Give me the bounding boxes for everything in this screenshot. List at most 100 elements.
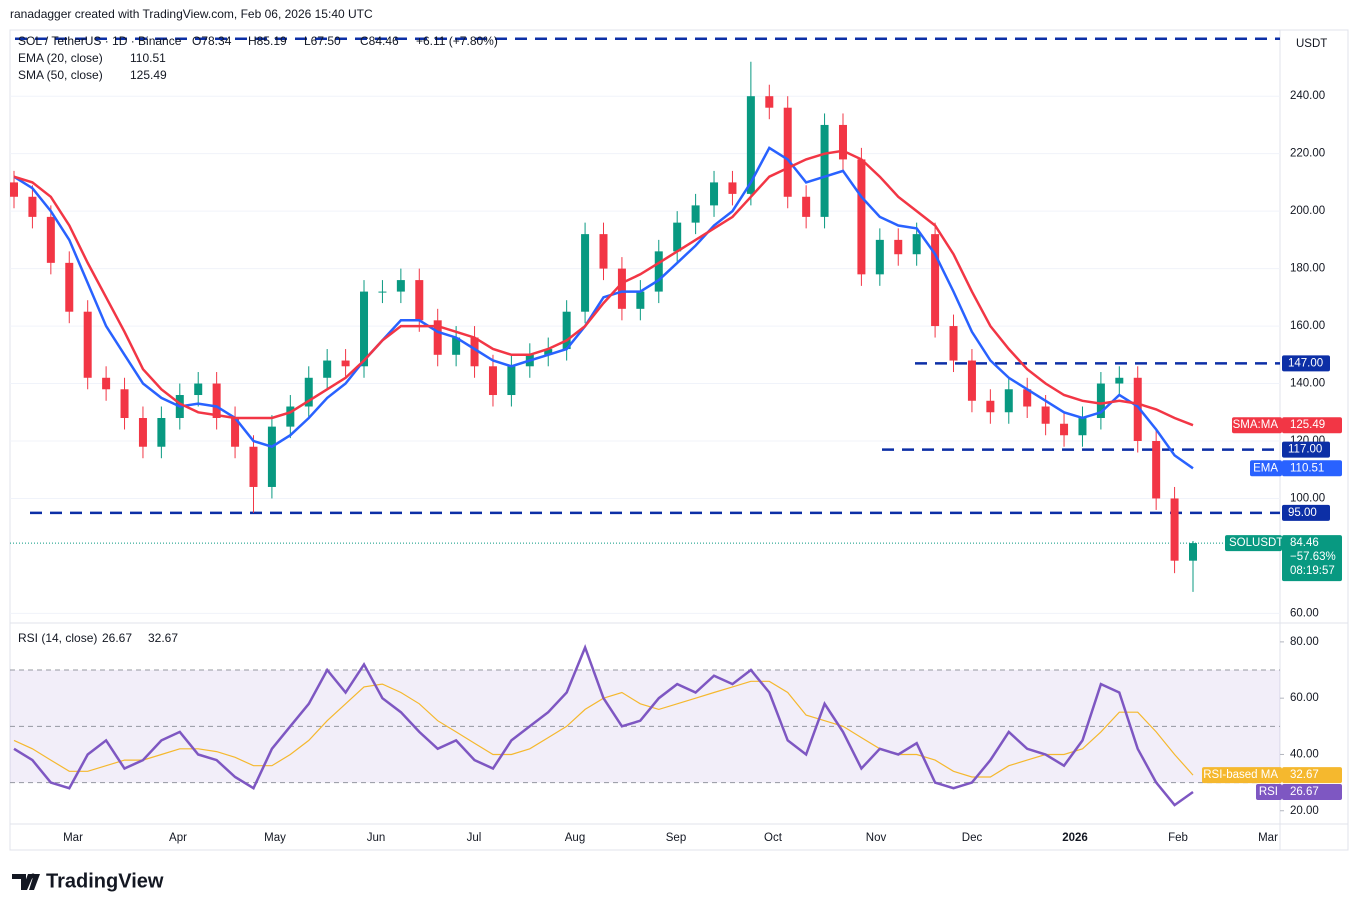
y-tick-label: 240.00	[1290, 90, 1325, 102]
tag-label: RSI	[1259, 786, 1278, 798]
tag-bg	[1232, 417, 1282, 434]
candle-body	[1078, 418, 1087, 436]
candle-body	[65, 262, 74, 312]
candle-body	[10, 182, 18, 197]
candle-body	[912, 234, 921, 255]
candle-body	[802, 196, 811, 217]
candle-body	[783, 107, 792, 197]
candle-body	[157, 418, 166, 447]
tag-label: RSI-based MA	[1203, 769, 1278, 781]
candle-body	[1041, 406, 1050, 424]
candle-body	[341, 360, 350, 367]
candle-body	[360, 291, 369, 367]
candle-body	[1060, 423, 1069, 436]
candle-body	[710, 182, 719, 206]
level-tag-bg	[1282, 441, 1330, 458]
legend-value: H85.19	[248, 34, 287, 48]
legend-value: 110.51	[130, 51, 166, 65]
rsi-tick-label: 20.00	[1290, 805, 1319, 817]
y-tick-label: 160.00	[1290, 320, 1325, 332]
candle-body	[83, 311, 92, 378]
x-tick-label: Jul	[467, 832, 482, 844]
level-tag: 117.00	[1288, 444, 1322, 456]
value-tag-bg	[1282, 767, 1342, 784]
candle-body	[599, 234, 608, 269]
candle-body	[507, 366, 516, 396]
candle-body	[765, 96, 774, 108]
legend-value: 26.67	[102, 631, 132, 645]
level-tag-bg	[1282, 355, 1330, 372]
logo	[12, 873, 40, 890]
candle-body	[194, 383, 203, 396]
value-tag-bg	[1282, 417, 1342, 434]
brand: TradingView	[46, 870, 164, 892]
candle-body	[1004, 389, 1013, 413]
candle-body	[728, 182, 737, 194]
candle-body	[231, 418, 240, 447]
rsi-tick-label: 80.00	[1290, 636, 1319, 648]
candle-body	[470, 337, 479, 367]
legend-value: O78.34	[192, 34, 232, 48]
candle-body	[120, 389, 129, 419]
candle-body	[304, 377, 313, 407]
x-tick-label: Dec	[962, 832, 983, 844]
candle-body	[378, 291, 387, 293]
sma-legend: SMA (50, close)	[18, 68, 103, 82]
x-tick-label: Mar	[63, 832, 83, 844]
candle-body	[875, 239, 884, 275]
level-tag: 95.00	[1288, 507, 1317, 519]
symbol: SOL / TetherUS · 1D · Binance	[18, 34, 182, 48]
x-tick-label: Feb	[1168, 832, 1188, 844]
candle-body	[1096, 383, 1105, 419]
header: ranadagger created with TradingView.com,…	[10, 7, 373, 21]
tag-bg	[1256, 783, 1282, 800]
candle-body	[691, 205, 700, 223]
candle-body	[433, 320, 442, 355]
value-tag-bg	[1282, 460, 1342, 477]
candle-body	[967, 360, 976, 401]
overlay: USDT SOL / TetherUS · 1D · Binance EMA (…	[12, 34, 1342, 892]
x-tick-label: Nov	[866, 832, 887, 844]
candle-body	[452, 337, 461, 355]
candle-body	[1115, 377, 1124, 384]
tag-bg	[1250, 460, 1282, 477]
y-tick-label: 140.00	[1290, 378, 1325, 390]
legend-value: 125.49	[130, 68, 167, 82]
candle-body	[267, 426, 276, 487]
candle-body	[46, 216, 55, 263]
y-tick-label: 180.00	[1290, 263, 1325, 275]
legend-value: C84.46	[360, 34, 399, 48]
tag-bg	[1202, 767, 1282, 784]
candle-body	[986, 400, 995, 413]
candle-body	[212, 383, 221, 419]
line	[13, 149, 1194, 427]
candle-body	[138, 418, 147, 447]
y-tick-label: 220.00	[1290, 148, 1325, 160]
line	[13, 644, 1194, 807]
candle-body	[1023, 389, 1032, 407]
candle-body	[746, 96, 755, 194]
candle-body	[636, 291, 645, 309]
legend-value: L67.50	[304, 34, 341, 48]
candle-body	[488, 366, 497, 396]
candle-body	[820, 124, 829, 217]
candle-body	[1189, 543, 1197, 561]
value-tag: 110.51	[1290, 462, 1324, 474]
candle-body	[28, 196, 37, 217]
rsi-legend: RSI (14, close)	[18, 631, 97, 645]
candle-body	[286, 406, 295, 427]
x-tick-label: May	[264, 832, 286, 844]
y-tick-label: 100.00	[1290, 492, 1325, 504]
candle-body	[654, 251, 663, 292]
legend-value: 32.67	[148, 631, 178, 645]
currency: USDT	[1296, 38, 1327, 50]
rsi-tick-label: 60.00	[1290, 692, 1319, 704]
candle-body	[562, 311, 571, 350]
line	[13, 146, 1194, 470]
level-tag-bg	[1282, 504, 1330, 521]
candle-body	[323, 360, 332, 378]
y-tick-label: 60.00	[1290, 607, 1319, 619]
candle-body	[249, 446, 258, 487]
candle-body	[857, 159, 866, 275]
